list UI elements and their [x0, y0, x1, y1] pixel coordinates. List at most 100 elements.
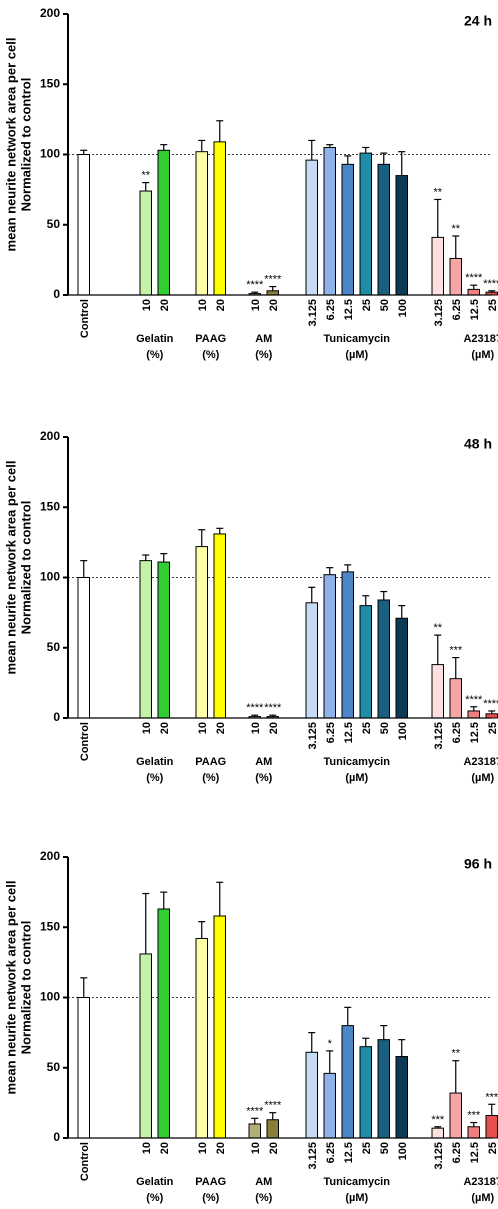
x-tick-label: 6.25 [451, 1142, 463, 1163]
group-label-line-0: PAAG [195, 756, 226, 768]
bar-4-3 [359, 605, 372, 719]
bar-3-1 [266, 1119, 279, 1139]
bar-1-1 [157, 908, 170, 1139]
x-tick-label: 100 [397, 722, 409, 740]
x-tick-label: 10 [197, 299, 209, 311]
y-axis-label-line-0: mean neurite network area per cell [3, 881, 18, 1095]
x-tick-label: 12.5 [343, 722, 355, 743]
group-label-line-0: PAAG [195, 333, 226, 345]
y-tick-label: 0 [53, 710, 60, 724]
group-label-line-1: (µM) [345, 1192, 368, 1204]
y-tick-label: 0 [53, 287, 60, 301]
x-tick-label: 25 [361, 722, 373, 734]
significance-stars: ** [433, 622, 442, 634]
x-tick-label: 10 [141, 722, 153, 734]
x-tick-label: Control [79, 1142, 91, 1181]
x-tick-label: 10 [141, 299, 153, 311]
y-axis-label-line-0: mean neurite network area per cell [3, 38, 18, 252]
y-tick-label: 0 [53, 1130, 60, 1144]
panel-title: 24 h [464, 13, 492, 29]
significance-stars: **** [246, 702, 264, 714]
bar-2-1 [213, 533, 226, 719]
x-tick-label: 25 [361, 1142, 373, 1154]
group-label-line-1: (%) [255, 349, 272, 361]
group-label-line-0: Gelatin [136, 756, 174, 768]
x-tick-label: 20 [159, 299, 171, 311]
bar-2-0 [195, 151, 208, 296]
significance-stars: **** [483, 698, 498, 710]
x-tick-label: 20 [268, 1142, 280, 1154]
bar-5-3 [485, 1115, 498, 1139]
group-label-line-0: AM [255, 1176, 272, 1188]
bar-4-1 [323, 1072, 336, 1139]
y-tick-label: 150 [40, 499, 60, 513]
bar-5-1 [449, 678, 462, 719]
x-tick-label: 6.25 [325, 722, 337, 743]
x-tick-label: 20 [215, 722, 227, 734]
bar-1-0 [139, 953, 152, 1139]
bar-3-1 [266, 290, 279, 296]
x-tick-label: 12.5 [343, 1142, 355, 1163]
x-tick-label: 20 [268, 722, 280, 734]
bar-4-4 [377, 599, 390, 719]
significance-stars: *** [449, 645, 463, 657]
group-label-line-1: (µM) [471, 349, 494, 361]
group-label-line-0: Tunicamycin [324, 333, 391, 345]
x-tick-label: 12.5 [469, 722, 481, 743]
significance-stars: **** [483, 278, 498, 290]
group-label-line-0: A23187 [463, 756, 498, 768]
x-tick-label: 12.5 [469, 299, 481, 320]
panel-title: 48 h [464, 436, 492, 452]
bar-4-4 [377, 1039, 390, 1139]
group-label-line-0: AM [255, 333, 272, 345]
x-tick-label: 3.125 [433, 299, 445, 327]
x-tick-label: 10 [141, 1142, 153, 1154]
bar-5-2 [467, 710, 480, 719]
x-tick-label: 3.125 [433, 722, 445, 750]
significance-stars: **** [264, 274, 282, 286]
y-tick-label: 150 [40, 919, 60, 933]
x-tick-label: Control [79, 299, 91, 338]
bar-4-2 [341, 163, 354, 296]
panel-title: 96 h [464, 856, 492, 872]
bar-4-2 [341, 571, 354, 719]
x-tick-label: 20 [268, 299, 280, 311]
bar-3-0 [248, 1123, 261, 1139]
group-label-line-1: (%) [146, 1192, 163, 1204]
group-label-line-1: (%) [255, 772, 272, 784]
group-label-line-1: (µM) [345, 349, 368, 361]
significance-stars: **** [465, 272, 483, 284]
y-tick-label: 50 [47, 217, 61, 231]
significance-stars: **** [264, 702, 282, 714]
y-tick-label: 50 [47, 640, 61, 654]
bar-2-1 [213, 141, 226, 296]
x-tick-label: 50 [379, 1142, 391, 1154]
bar-4-0 [305, 602, 318, 719]
group-label-line-0: A23187 [463, 333, 498, 345]
bar-4-1 [323, 146, 336, 296]
x-tick-label: 25 [361, 299, 373, 311]
significance-stars: ** [433, 186, 442, 198]
x-tick-label: 100 [397, 1142, 409, 1160]
chart-panel-0: mean neurite network area per cell Normal… [3, 6, 498, 361]
significance-stars: *** [467, 1110, 481, 1122]
bar-5-1 [449, 257, 462, 296]
y-tick-label: 200 [40, 6, 60, 20]
x-tick-label: 3.125 [307, 1142, 319, 1170]
group-label-line-0: Tunicamycin [324, 756, 391, 768]
bar-1-0 [139, 560, 152, 719]
y-tick-label: 100 [40, 570, 60, 584]
bar-0-0 [77, 997, 90, 1139]
bar-2-0 [195, 937, 208, 1139]
bar-4-3 [359, 1046, 372, 1139]
group-label-line-1: (%) [146, 772, 163, 784]
bar-4-5 [395, 617, 408, 719]
group-label-line-1: (%) [255, 1192, 272, 1204]
group-label-line-1: (%) [202, 772, 219, 784]
x-tick-label: 20 [159, 1142, 171, 1154]
bar-1-0 [139, 190, 152, 296]
bar-4-3 [359, 152, 372, 296]
bar-4-0 [305, 1051, 318, 1139]
x-tick-label: 10 [197, 722, 209, 734]
x-tick-label: 12.5 [469, 1142, 481, 1163]
